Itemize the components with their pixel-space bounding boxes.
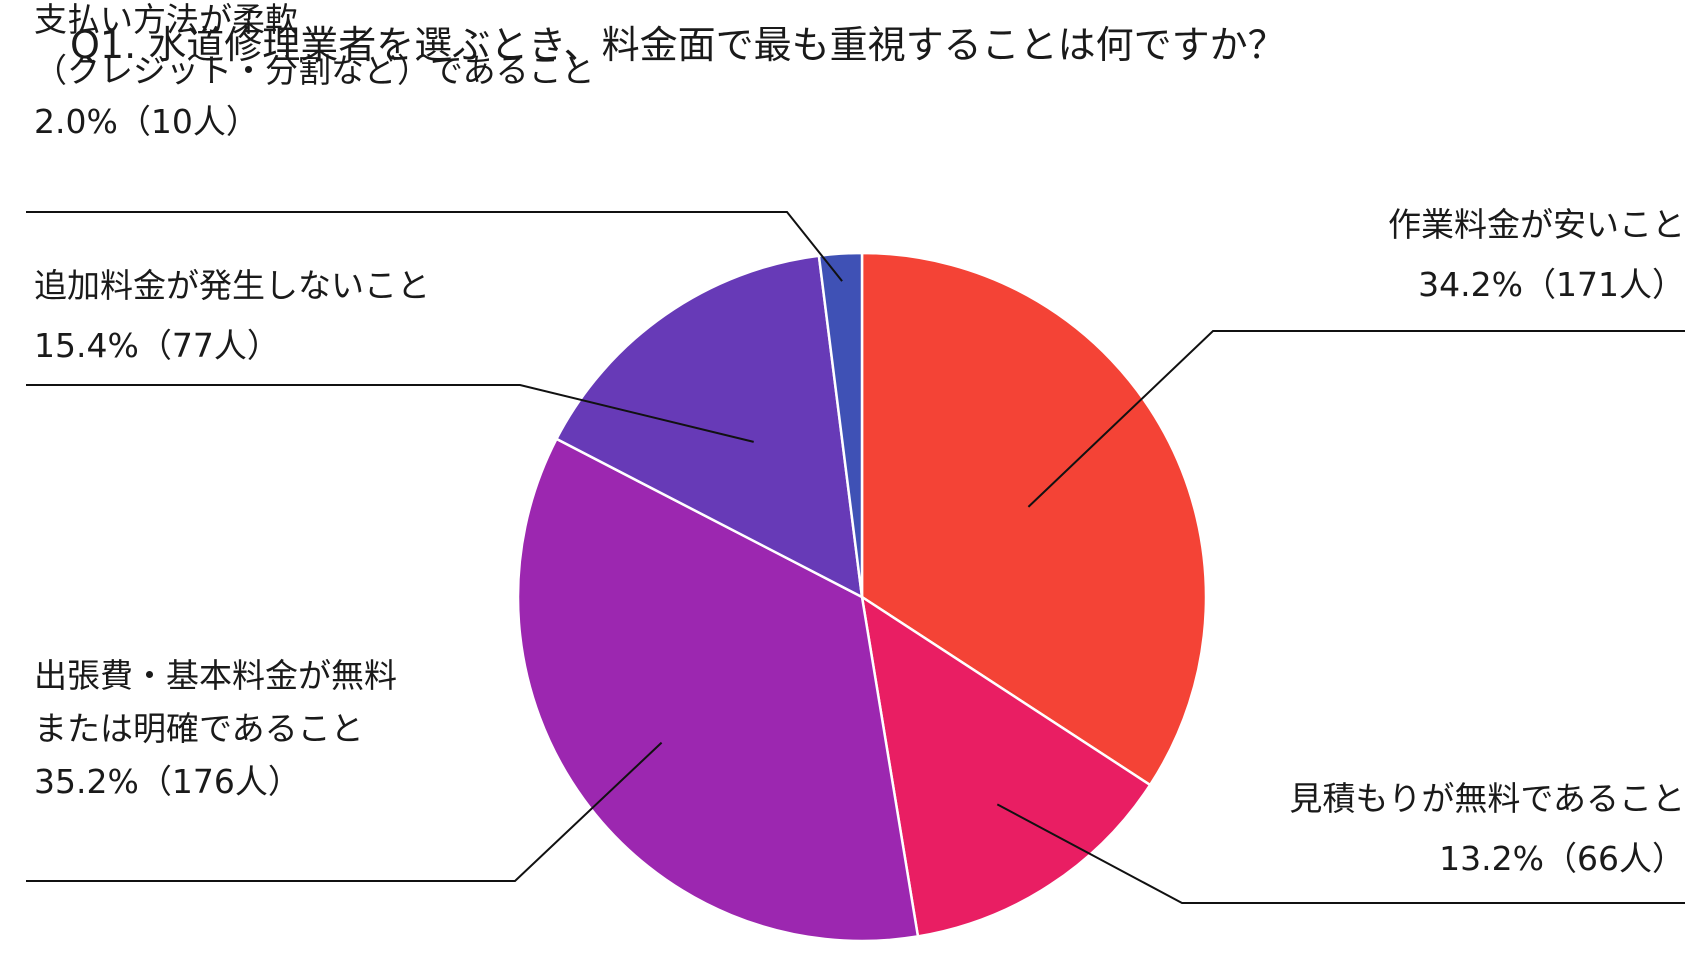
leader-line-3: [26, 741, 663, 882]
leader-line-5: [26, 211, 843, 282]
pie-slice-4: [555, 254, 864, 599]
slice-category-label-5: （クレジット・分割など）であること: [34, 51, 595, 90]
pie-slice-3: [516, 437, 920, 943]
slice-value-label-5: 2.0%（10人）: [34, 102, 259, 141]
leader-line-4: [26, 384, 754, 443]
leader-line-1: [1027, 330, 1685, 508]
pie-slice-5: [817, 251, 864, 599]
slice-category-label-3: 出張費・基本料金が無料: [34, 656, 397, 695]
slice-value-label-3: 35.2%（176人）: [34, 762, 301, 801]
leader-line-2: [996, 803, 1685, 904]
slice-value-label-2: 13.2%（66人）: [1439, 839, 1685, 878]
slice-category-label-4: 追加料金が発生しないこと: [34, 266, 430, 305]
slice-category-label-5: 支払い方法が柔軟: [34, 0, 298, 39]
leader-lines: [26, 211, 1685, 904]
slice-value-label-1: 34.2%（171人）: [1418, 265, 1685, 304]
pie-slices: [516, 251, 1208, 943]
slice-category-label-3: または明確であること: [34, 709, 364, 748]
slice-category-label-2: 見積もりが無料であること: [1289, 779, 1685, 818]
slice-value-label-4: 15.4%（77人）: [34, 326, 280, 365]
slice-labels: 作業料金が安いこと 34.2%（171人） 見積もりが無料であること 13.2%（66…: [34, 0, 1685, 878]
pie-slice-2: [860, 595, 1152, 938]
slice-category-label-1: 作業料金が安いこと: [1388, 205, 1685, 244]
chart-title: Q1. 水道修理業者を選ぶとき、料金面で最も重視することは何ですか？: [70, 23, 1286, 67]
